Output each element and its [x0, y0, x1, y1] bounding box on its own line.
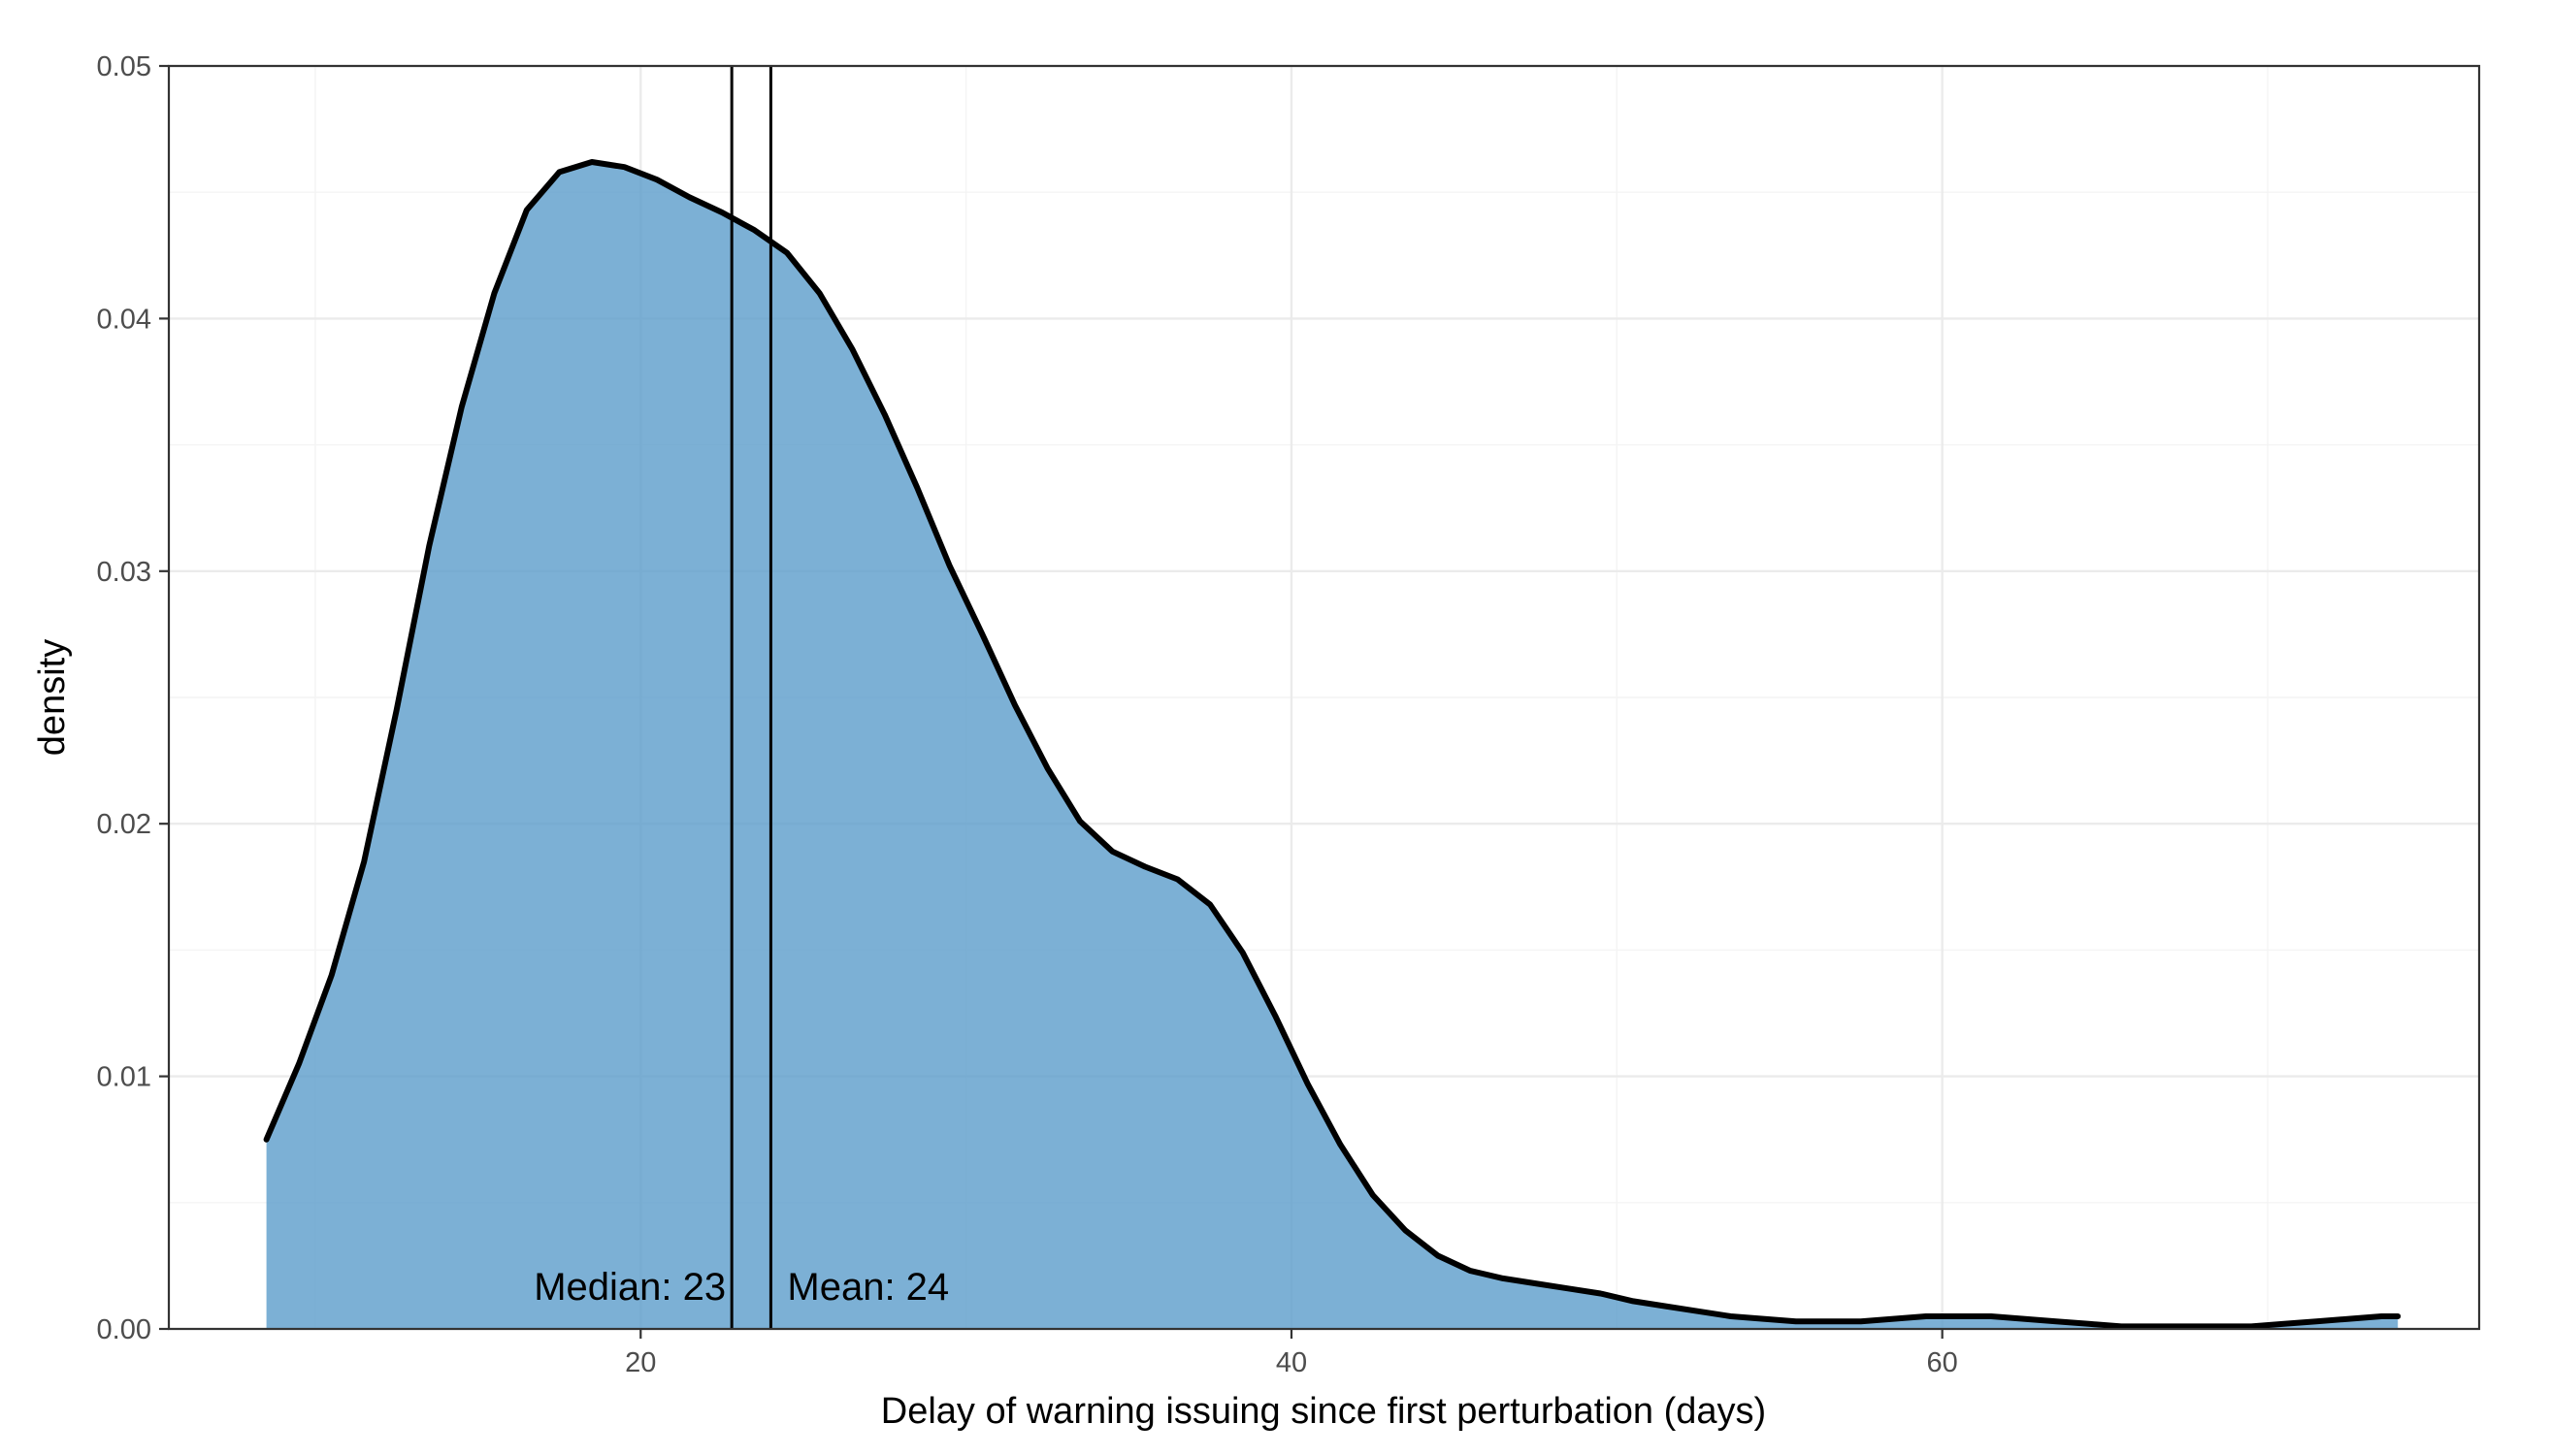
reference-lines: Median: 23 Mean: 24 [534, 66, 949, 1329]
density-area [266, 162, 2399, 1329]
x-tick-label: 60 [1927, 1347, 1958, 1378]
x-axis: 20 40 60 [625, 1329, 1958, 1378]
y-tick-label: 0.05 [97, 51, 151, 82]
reference-line-label: Mean: 24 [787, 1266, 949, 1309]
density-curve [263, 159, 2402, 1330]
y-tick-label: 0.02 [97, 809, 151, 840]
y-tick-label: 0.01 [97, 1062, 151, 1093]
reference-line-label: Median: 23 [534, 1266, 726, 1309]
y-axis-title: density [32, 639, 73, 756]
y-tick-label: 0.00 [97, 1314, 151, 1345]
plot-border [167, 64, 2481, 1331]
x-axis-title: Delay of warning issuing since first per… [881, 1391, 1766, 1432]
y-tick-label: 0.03 [97, 557, 151, 588]
y-tick-label: 0.04 [97, 304, 151, 335]
x-tick-label: 20 [625, 1347, 656, 1378]
y-axis: 0.00 0.01 0.02 0.03 0.04 0.05 [97, 51, 169, 1345]
x-tick-label: 40 [1276, 1347, 1307, 1378]
